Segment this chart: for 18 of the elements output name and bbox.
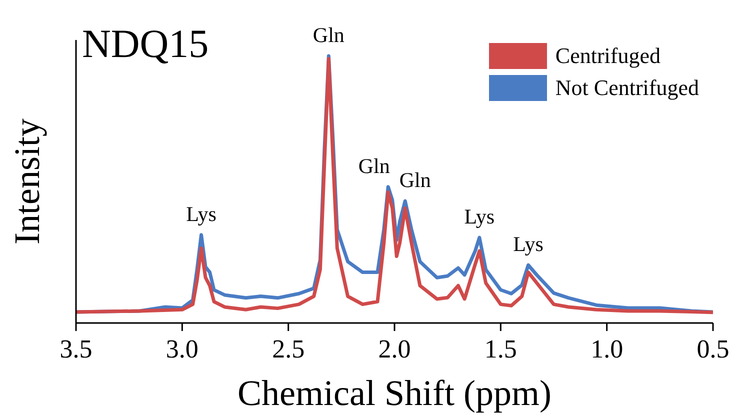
legend-label: Centrifuged [555, 42, 660, 70]
y-axis-title: Intensity [6, 118, 47, 244]
chart-title: NDQ15 [82, 20, 209, 67]
x-tick-label: 1.5 [484, 334, 517, 364]
annotation: Gln [358, 154, 390, 178]
x-tick-label: 0.5 [696, 334, 730, 364]
annotation: Gln [399, 168, 432, 192]
annotation: Lys [513, 232, 544, 256]
x-tick-label: 3.5 [60, 334, 92, 364]
annotation: Lys [464, 204, 495, 229]
legend-label: Not Centrifuged [555, 74, 699, 102]
x-tick-label: 1.0 [590, 334, 624, 364]
x-tick-label: 3.0 [166, 334, 198, 364]
annotation: Gln [312, 23, 345, 48]
x-tick-label: 2.0 [378, 334, 411, 364]
x-axis-title: Chemical Shift (ppm) [238, 373, 552, 413]
x-tick-label: 2.5 [272, 334, 305, 364]
annotation: Lys [186, 202, 216, 226]
